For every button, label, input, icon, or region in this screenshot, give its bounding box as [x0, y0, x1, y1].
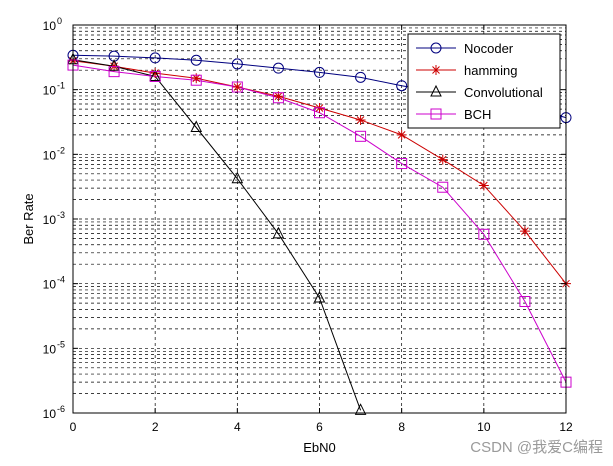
- legend-marker-nocoder: [430, 42, 442, 54]
- y-tick-label: 10-6: [43, 404, 65, 421]
- y-tick-labels: 100 10-1 10-2 10-3 10-4 10-5 10-6: [43, 16, 65, 421]
- legend-marker-convolutional: [430, 84, 442, 97]
- data-point-convolutional: [149, 69, 161, 81]
- y-tick-label: 100: [43, 16, 62, 33]
- legend-entry-nocoder: Nocoder: [416, 41, 514, 56]
- data-point-bch: [314, 107, 325, 119]
- data-point-nocoder: [231, 58, 243, 70]
- watermark: CSDN @我爱C编程: [470, 439, 603, 456]
- x-tick-label: 8: [398, 420, 405, 434]
- data-point-hamming: [396, 129, 407, 140]
- series-line-convolutional: [72, 59, 362, 411]
- y-tick-label: 10-5: [43, 339, 65, 356]
- data-point-convolutional: [108, 59, 120, 71]
- data-point-convolutional: [272, 226, 285, 239]
- data-point-hamming: [478, 180, 489, 191]
- data-point-nocoder: [272, 62, 284, 74]
- x-axis-label: EbN0: [303, 440, 336, 455]
- data-point-hamming: [437, 154, 448, 165]
- data-point-bch: [519, 295, 531, 307]
- data-point-nocoder: [396, 80, 408, 92]
- x-tick-label: 6: [316, 420, 323, 434]
- data-point-convolutional: [231, 171, 244, 184]
- y-axis-label: Ber Rate: [21, 193, 36, 244]
- legend-label-bch: BCH: [464, 107, 491, 122]
- y-tick-label: 10-1: [43, 81, 65, 98]
- x-tick-label: 4: [234, 420, 241, 434]
- x-tick-label: 0: [70, 420, 77, 434]
- legend-entry-bch: BCH: [416, 107, 491, 122]
- legend-marker-hamming: [431, 65, 441, 75]
- data-point-hamming: [150, 68, 161, 79]
- legend-label-hamming: hamming: [464, 63, 517, 78]
- data-point-convolutional: [313, 290, 326, 303]
- data-point-convolutional: [354, 403, 367, 415]
- x-tick-label: 12: [559, 420, 573, 434]
- data-point-hamming: [191, 73, 202, 84]
- legend-marker-bch: [430, 108, 442, 120]
- data-point-bch: [190, 74, 202, 86]
- data-point-hamming: [232, 81, 243, 92]
- data-point-bch: [478, 228, 490, 240]
- y-tick-label: 10-2: [43, 145, 65, 162]
- data-point-bch: [355, 130, 367, 142]
- y-tick-label: 10-3: [43, 210, 65, 227]
- x-tick-labels: 0 2 4 6 8 10 12: [70, 420, 573, 434]
- data-point-bch: [231, 81, 243, 93]
- axis-ticks: [72, 24, 567, 414]
- legend-label-convolutional: Convolutional: [464, 85, 543, 100]
- data-point-bch: [149, 70, 161, 82]
- data-point-nocoder: [314, 66, 325, 78]
- legend-label-nocoder: Nocoder: [464, 41, 514, 56]
- legend-entry-convolutional: Convolutional: [416, 84, 543, 100]
- data-point-bch: [396, 158, 408, 170]
- data-point-hamming: [355, 114, 366, 125]
- data-point-bch: [437, 181, 449, 193]
- data-point-hamming: [273, 91, 284, 102]
- legend-entry-hamming: hamming: [416, 63, 517, 78]
- legend: Nocoder hamming Convolutional BCH: [407, 33, 561, 129]
- data-point-hamming: [519, 226, 530, 237]
- data-point-bch: [272, 92, 284, 104]
- y-tick-label: 10-4: [43, 275, 65, 292]
- data-point-bch: [108, 66, 120, 78]
- data-point-nocoder: [355, 71, 367, 83]
- data-point-nocoder: [149, 52, 161, 64]
- data-point-convolutional: [190, 120, 203, 132]
- data-point-nocoder: [190, 54, 202, 66]
- x-tick-label: 10: [477, 420, 491, 434]
- legend-entries: Nocoder hamming Convolutional BCH: [416, 41, 543, 122]
- x-tick-label: 2: [152, 420, 159, 434]
- legend-box: [407, 33, 561, 129]
